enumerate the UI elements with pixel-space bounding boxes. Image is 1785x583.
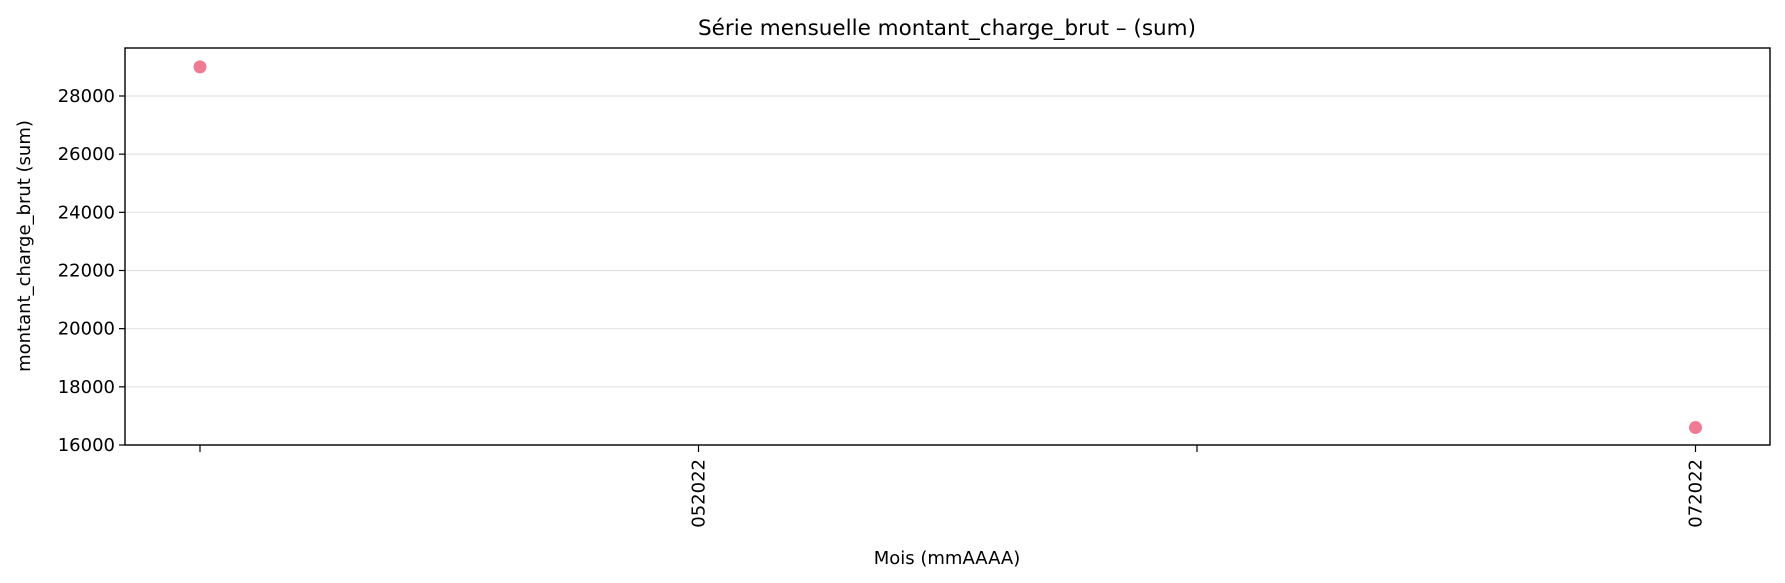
chart-title: Série mensuelle montant_charge_brut – (s… <box>698 16 1196 41</box>
data-point <box>193 60 207 74</box>
y-tick-label: 22000 <box>58 260 115 281</box>
y-tick-label: 18000 <box>58 377 115 398</box>
x-tick-label: 072022 <box>1686 459 1707 528</box>
y-tick-label: 24000 <box>58 202 115 223</box>
y-axis: 16000 18000 20000 22000 24000 26000 28000 <box>58 86 125 456</box>
grid <box>125 95 1770 446</box>
y-tick-label: 16000 <box>58 435 115 456</box>
x-axis: 052022 072022 <box>199 445 1707 528</box>
y-tick-label: 26000 <box>58 144 115 165</box>
x-axis-label: Mois (mmAAAA) <box>874 548 1021 569</box>
y-tick-label: 28000 <box>58 86 115 107</box>
plot-frame <box>124 47 1771 446</box>
y-tick-label: 20000 <box>58 319 115 340</box>
x-tick-label: 052022 <box>689 459 710 528</box>
data-point <box>1689 421 1702 435</box>
data-points <box>193 60 1702 435</box>
y-axis-label: montant_charge_brut (sum) <box>14 120 35 372</box>
